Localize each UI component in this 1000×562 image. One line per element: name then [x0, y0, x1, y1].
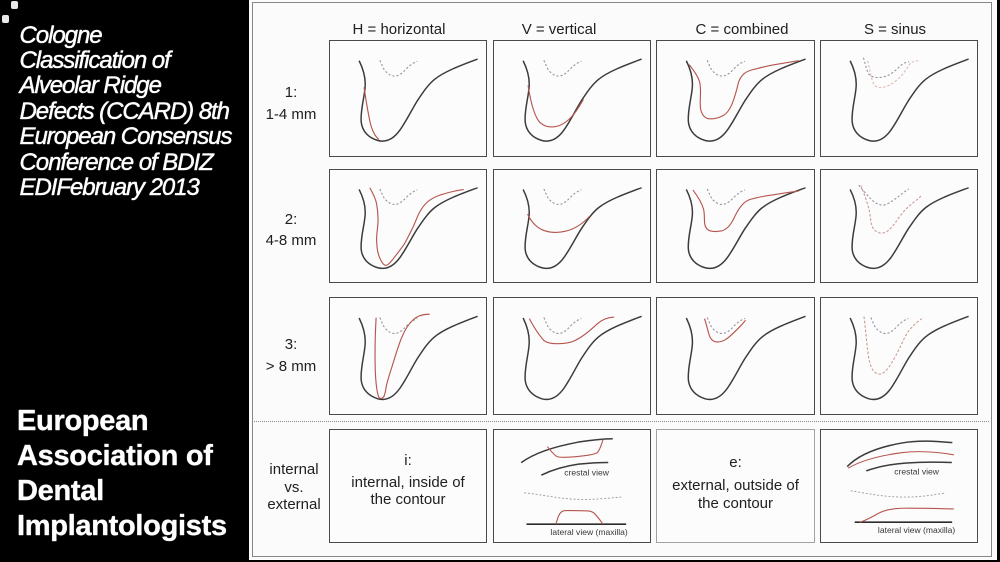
- svg-text:crestal view: crestal view: [894, 467, 939, 477]
- svg-text:lateral view (maxilla): lateral view (maxilla): [550, 527, 628, 537]
- svg-text:crestal view: crestal view: [564, 467, 609, 477]
- svg-text:lateral view (maxilla): lateral view (maxilla): [878, 525, 956, 535]
